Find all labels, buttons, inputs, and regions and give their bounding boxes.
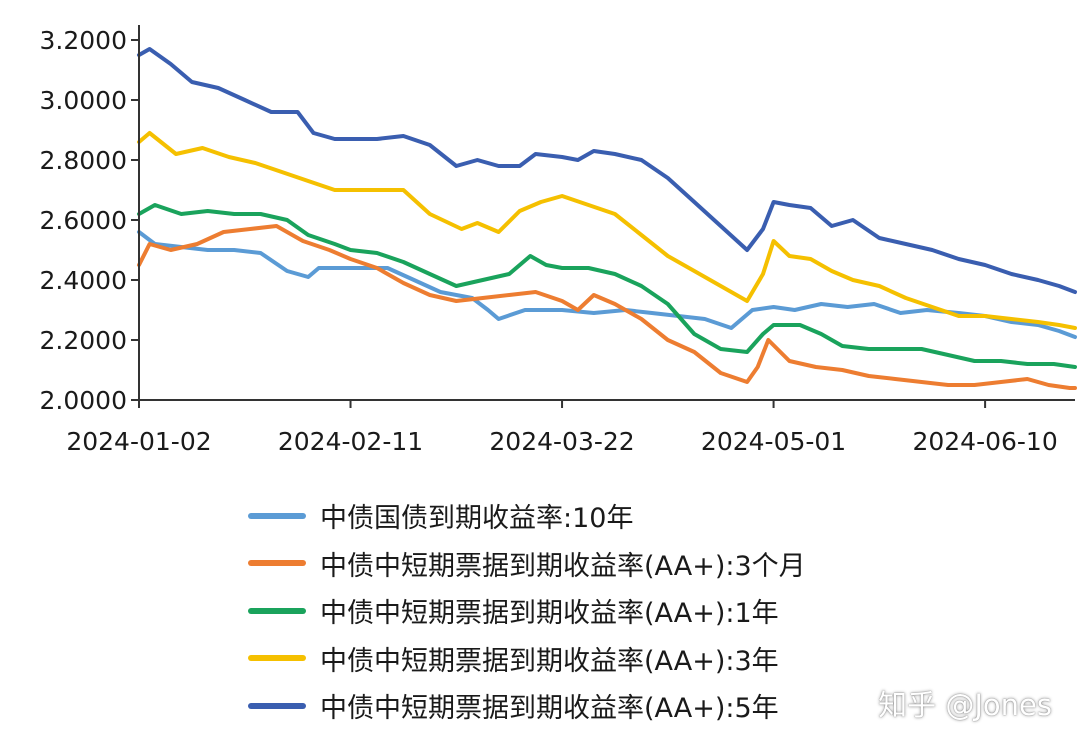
series-line-4 (137, 131, 1077, 330)
legend-item: 中债国债到期收益率:10年 (248, 492, 806, 540)
y-tick-label: 2.0000 (40, 386, 127, 415)
watermark: 知乎 @Jones (878, 688, 1052, 722)
legend-label: 中债中短期票据到期收益率(AA+):3个月 (320, 550, 806, 582)
x-tick-label: 2024-05-01 (701, 427, 846, 456)
series-line-5 (137, 47, 1077, 294)
line-chart: 2.0000 2.2000 2.4000 2.6000 2.8000 3.0000 3.20… (40, 25, 1077, 456)
x-tick-label: 2024-02-11 (278, 427, 423, 456)
x-tick-labels: 2024-01-02 2024-02-11 2024-03-22 2024-05-01… (66, 400, 1058, 456)
legend-item: 中债中短期票据到期收益率(AA+):3个月 (248, 540, 806, 588)
legend-swatch (248, 512, 306, 519)
series-line-1 (137, 230, 1077, 339)
legend-label: 中债中短期票据到期收益率(AA+):1年 (320, 598, 779, 630)
plot-lines (137, 47, 1077, 390)
legend-swatch (248, 655, 306, 662)
y-tick-label: 2.4000 (40, 266, 127, 295)
legend-item: 中债中短期票据到期收益率(AA+):5年 (248, 682, 806, 730)
y-tick-labels: 2.0000 2.2000 2.4000 2.6000 2.8000 3.0000 3.20… (40, 26, 139, 415)
x-tick-label: 2024-06-10 (912, 427, 1057, 456)
x-tick-label: 2024-01-02 (66, 427, 211, 456)
legend-label: 中债中短期票据到期收益率(AA+):5年 (320, 693, 779, 725)
legend-label: 中债国债到期收益率:10年 (320, 503, 634, 535)
legend-swatch (248, 702, 306, 709)
legend-label: 中债中短期票据到期收益率(AA+):3年 (320, 645, 779, 677)
series-line-3 (137, 203, 1077, 369)
legend-swatch (248, 607, 306, 614)
y-tick-label: 3.2000 (40, 26, 127, 55)
legend-swatch (248, 560, 306, 567)
y-tick-label: 2.2000 (40, 326, 127, 355)
x-tick-label: 2024-03-22 (489, 427, 634, 456)
legend-item: 中债中短期票据到期收益率(AA+):3年 (248, 635, 806, 683)
legend: 中债国债到期收益率:10年中债中短期票据到期收益率(AA+):3个月 中债中短期票… (248, 492, 806, 730)
y-tick-label: 2.6000 (40, 206, 127, 235)
series-line-2 (137, 224, 1077, 390)
y-tick-label: 2.8000 (40, 146, 127, 175)
legend-item: 中债中短期票据到期收益率(AA+):1年 (248, 587, 806, 635)
y-tick-label: 3.0000 (40, 86, 127, 115)
